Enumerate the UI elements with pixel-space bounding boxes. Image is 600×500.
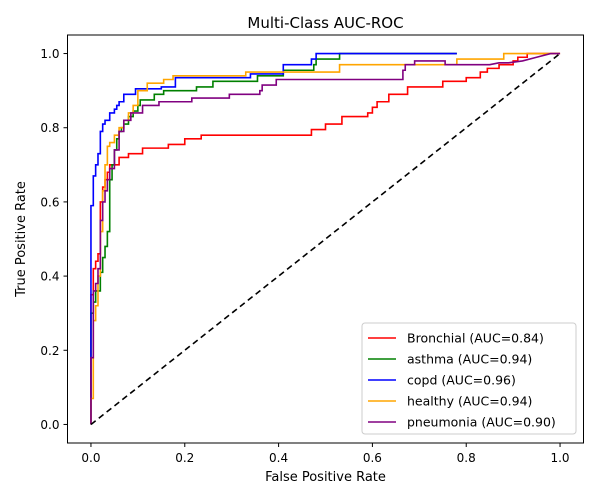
legend-label: asthma (AUC=0.94): [407, 352, 532, 367]
x-tick-label: 0.6: [363, 451, 382, 465]
legend-box: [361, 322, 577, 435]
series-layer: [90, 52, 561, 426]
y-axis-label: True Positive Rate: [14, 181, 29, 298]
y-tick-label: 1.0: [40, 47, 59, 61]
y-axis-ticks: 0.0 0.2 0.4 0.6 0.8 1.0: [40, 47, 68, 432]
x-tick-label: 0.8: [457, 451, 476, 465]
x-tick-label: 0.2: [175, 451, 194, 465]
legend-label: Bronchial (AUC=0.84): [407, 331, 544, 346]
plot-frame: [67, 34, 584, 444]
legend-label: healthy (AUC=0.94): [407, 394, 532, 409]
y-tick-label: 0.6: [40, 195, 59, 209]
x-tick-label: 0.0: [81, 451, 100, 465]
y-tick-label: 0.2: [40, 344, 59, 358]
x-tick-label: 1.0: [550, 451, 569, 465]
series-line-2: [90, 52, 457, 425]
x-axis-ticks: 0.0 0.2 0.4 0.6 0.8 1.0: [81, 443, 570, 465]
series-line-4: [90, 52, 561, 425]
y-tick-label: 0.8: [40, 121, 59, 135]
x-axis-label: False Positive Rate: [265, 470, 386, 485]
legend-label: pneumonia (AUC=0.90): [407, 415, 556, 430]
x-tick-label: 0.4: [269, 451, 288, 465]
y-tick-label: 0.4: [40, 270, 59, 284]
legend-label: copd (AUC=0.96): [407, 373, 516, 388]
legend: Bronchial (AUC=0.84) asthma (AUC=0.94) cop…: [361, 322, 577, 435]
chart-title: Multi-Class AUC-ROC: [247, 14, 403, 32]
y-tick-label: 0.0: [40, 418, 59, 432]
